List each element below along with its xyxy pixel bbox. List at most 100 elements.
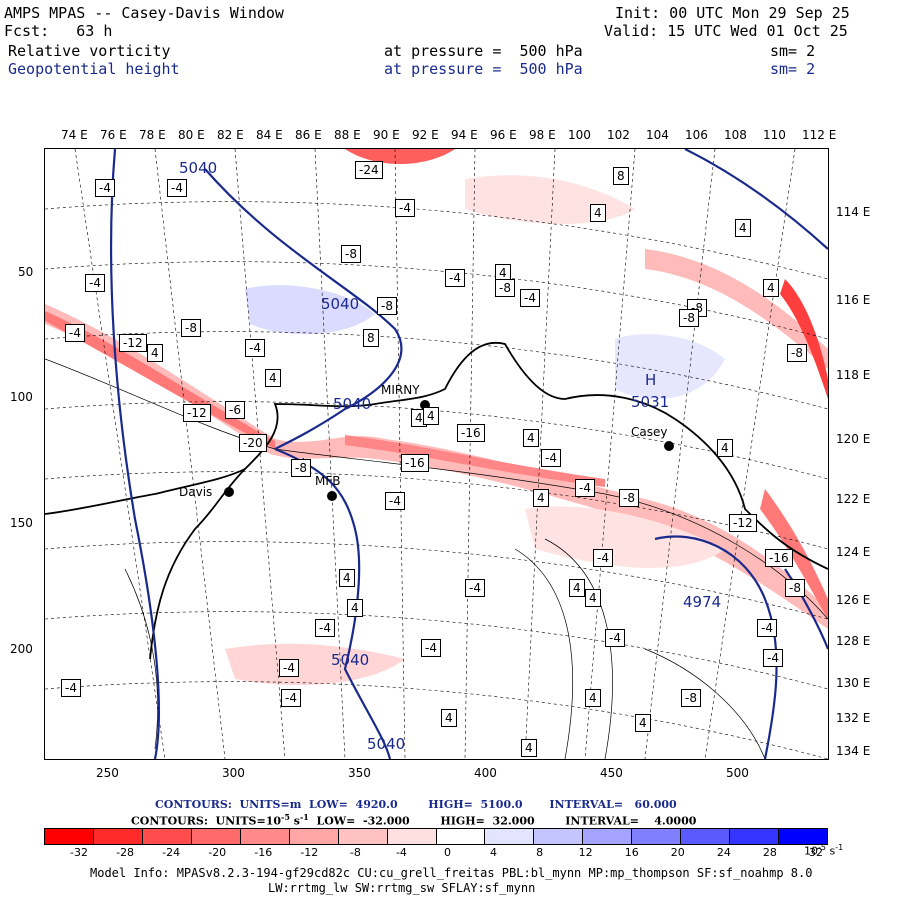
colorbar-unit-s: s (825, 844, 836, 858)
vorticity-value-box: -4 (61, 679, 81, 697)
colorbar-tick: -16 (254, 846, 273, 859)
colorbar-cell (533, 828, 584, 845)
vorticity-value-box: -8 (785, 579, 805, 597)
vorticity-value-box: -4 (575, 479, 595, 497)
field1-sm: sm= 2 (770, 42, 816, 60)
height-contours (109, 149, 828, 759)
contours-vorticity-s: s (289, 814, 300, 828)
top-lon-label: 90 E (373, 128, 400, 142)
contours-height-legend: CONTOURS: UNITS=m LOW= 4920.0 HIGH= 5100… (155, 798, 677, 811)
colorbar-unit: 10-5 s-1 (804, 843, 843, 858)
vorticity-value-box: -8 (291, 459, 311, 477)
contours-vorticity-exp2: -1 (299, 812, 309, 822)
top-lon-label: 106 (685, 128, 708, 142)
top-lon-label: 112 E (802, 128, 837, 142)
colorbar-cell (729, 828, 780, 845)
vorticity-value-box: -4 (167, 179, 187, 197)
vorticity-value-box: 4 (585, 689, 601, 707)
vorticity-value-box: -16 (765, 549, 793, 567)
high-marker: H (645, 371, 657, 389)
vorticity-value-box: 4 (717, 439, 733, 457)
vorticity-value-box: 4 (763, 279, 779, 297)
station-label-mirny: MIRNY (381, 383, 420, 397)
height-label: 5040 (179, 159, 218, 177)
vorticity-value-box: -8 (679, 309, 699, 327)
valid-time: Valid: 15 UTC Wed 01 Oct 25 (604, 22, 848, 40)
vorticity-value-box: -8 (181, 319, 201, 337)
colorbar-tick: 16 (624, 846, 639, 859)
vorticity-value-box: -24 (355, 161, 383, 179)
vorticity-value-box: -4 (315, 619, 335, 637)
field2-name: Geopotential height (8, 60, 180, 78)
right-lon-label: 114 E (836, 205, 871, 219)
colorbar-unit-exp2: -1 (835, 843, 844, 852)
colorbar-tick: -32 (70, 846, 88, 859)
vorticity-value-box: -4 (85, 274, 105, 292)
vorticity-value-box: -4 (520, 289, 540, 307)
vorticity-value-box: -6 (225, 401, 245, 419)
vorticity-value-box: 4 (590, 204, 606, 222)
left-tick-label: 50 (18, 265, 34, 279)
vorticity-value-box: -4 (281, 689, 301, 707)
bottom-tick-label: 250 (96, 766, 119, 780)
vorticity-value-box: -4 (593, 549, 613, 567)
vorticity-value-box: -4 (757, 619, 777, 637)
colorbar-tick: 12 (578, 846, 593, 859)
colorbar-cell (44, 828, 94, 845)
colorbar-cell (190, 828, 241, 845)
vorticity-value-box: 4 (533, 489, 549, 507)
vorticity-value-box: -4 (541, 449, 561, 467)
colorbar-unit-exp: -5 (818, 843, 826, 852)
vorticity-value-box: 4 (585, 589, 601, 607)
top-lon-label: 76 E (100, 128, 127, 142)
right-lon-label: 118 E (836, 368, 871, 382)
colorbar-tick: -8 (349, 846, 361, 859)
height-label: 4974 (683, 593, 722, 611)
model-info-line2: LW:rrtmg_lw SW:rrtmg_sw SFLAY:sf_mynn (268, 881, 536, 895)
colorbar-cell (386, 828, 437, 845)
vorticity-value-box: -12 (729, 514, 757, 532)
colorbar-tick: 28 (762, 846, 777, 859)
vorticity-value-box: 8 (363, 329, 379, 347)
colorbar-tick: 20 (670, 846, 685, 859)
map-panel: Davis MIRNY Casey MFB 5040 5040 5040 504… (44, 148, 829, 760)
colorbar-cell (778, 828, 828, 845)
vorticity-value-box: -4 (465, 579, 485, 597)
height-label: 5040 (333, 395, 372, 413)
top-lon-label: 94 E (451, 128, 478, 142)
colorbar-tick: 24 (716, 846, 731, 859)
model-info-line1: Model Info: MPASv8.2.3-194-gf29cd82c CU:… (90, 866, 813, 880)
vorticity-value-box: -16 (401, 454, 429, 472)
vorticity-value-box: 4 (441, 709, 457, 727)
colorbar-cell (239, 828, 290, 845)
right-lon-label: 134 E (836, 744, 871, 758)
station-label-casey: Casey (631, 425, 668, 439)
vorticity-value-box: 8 (613, 167, 629, 185)
vorticity-value-box: 4 (735, 219, 751, 237)
top-lon-label: 100 (568, 128, 591, 142)
vorticity-value-box: -4 (605, 629, 625, 647)
colorbar-cell (288, 828, 339, 845)
colorbar-cell (631, 828, 682, 845)
vorticity-value-box: -4 (245, 339, 265, 357)
field1-name: Relative vorticity (8, 42, 171, 60)
colorbar-cell (680, 828, 731, 845)
colorbar-cell (141, 828, 192, 845)
vorticity-value-box: -4 (421, 639, 441, 657)
right-lon-label: 124 E (836, 545, 871, 559)
vorticity-value-box: -4 (65, 324, 85, 342)
colorbar-cell (92, 828, 143, 845)
top-lon-label: 88 E (334, 128, 361, 142)
vorticity-value-box: -8 (681, 689, 701, 707)
bottom-tick-label: 300 (222, 766, 245, 780)
colorbar-tick: -4 (395, 846, 407, 859)
colorbar-cell (337, 828, 388, 845)
colorbar-tick: 32 (808, 846, 823, 859)
top-lon-label: 108 (724, 128, 747, 142)
vorticity-value-box: -8 (495, 279, 515, 297)
right-lon-label: 126 E (836, 593, 871, 607)
station-label-davis: Davis (179, 485, 213, 499)
colorbar-tick: -12 (300, 846, 319, 859)
vorticity-value-box: -4 (279, 659, 299, 677)
top-lon-label: 78 E (139, 128, 166, 142)
